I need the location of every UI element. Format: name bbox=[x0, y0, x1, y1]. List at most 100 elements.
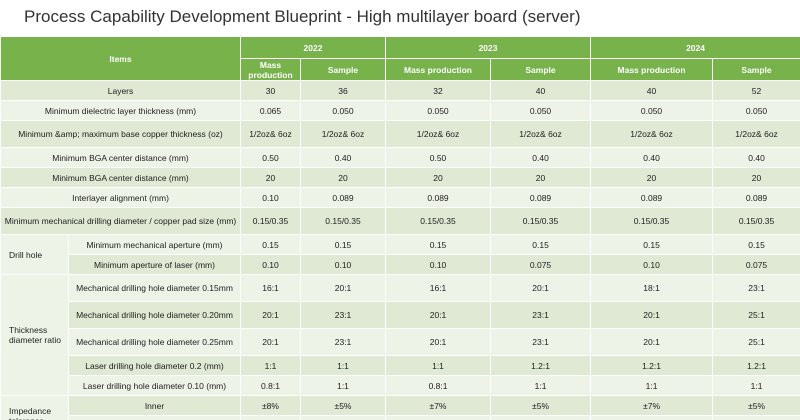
cell-value: 1/2oz& 6oz bbox=[490, 120, 592, 148]
cell-value: 20 bbox=[240, 167, 301, 188]
cell-value: 30 bbox=[240, 80, 301, 101]
table-row: Laser drilling hole diameter 0.2 (mm) 1:1… bbox=[1, 355, 800, 376]
cell-value: 0.15/0.35 bbox=[712, 207, 800, 235]
cell-value: 23:1 bbox=[490, 328, 592, 356]
cell-value: 0.089 bbox=[385, 187, 492, 208]
row-label: Minimum mechanical drilling diameter / c… bbox=[0, 207, 241, 235]
cell-value: ±8% bbox=[240, 395, 301, 416]
row-label: Layers bbox=[0, 80, 241, 101]
cell-value: 0.8:1 bbox=[385, 375, 492, 396]
cell-value: 0.089 bbox=[590, 187, 714, 208]
cell-value: 0.15 bbox=[490, 234, 592, 255]
row-label: Outer bbox=[68, 415, 241, 420]
table-row: Minimum dielectric layer thickness (mm) 0… bbox=[0, 100, 800, 121]
cell-value: 20 bbox=[299, 167, 387, 188]
cell-value: 40 bbox=[490, 80, 592, 101]
cell-value: ±5% bbox=[299, 395, 387, 416]
cell-value: 16:1 bbox=[240, 274, 301, 302]
cell-value: 0.10 bbox=[385, 254, 492, 275]
cell-value: 20:1 bbox=[240, 301, 301, 329]
cell-value: 0.50 bbox=[240, 147, 301, 168]
cell-value: 0.089 bbox=[490, 187, 592, 208]
cell-value: 0.050 bbox=[299, 100, 387, 121]
row-label: Minimum mechanical aperture (mm) bbox=[68, 234, 241, 255]
table-header: Items 2022 2023 2024 Mass production Sample M… bbox=[0, 36, 800, 81]
row-label: Minimum dielectric layer thickness (mm) bbox=[0, 100, 241, 121]
cell-value: 0.15/0.35 bbox=[590, 207, 714, 235]
cell-value: ±5% bbox=[490, 395, 592, 416]
cell-value: ±7% bbox=[712, 415, 800, 420]
cell-value: 20:1 bbox=[385, 328, 492, 356]
group-label: Impedance tolerance bbox=[0, 395, 69, 420]
group-label: Thickness diameter ratio bbox=[0, 274, 69, 396]
sub-header: Mass production bbox=[240, 58, 301, 81]
cell-value: 1/2oz& 6oz bbox=[712, 120, 800, 148]
cell-value: 1:1 bbox=[240, 355, 301, 376]
cell-value: 0.10 bbox=[299, 254, 387, 275]
cell-value: 0.050 bbox=[385, 100, 492, 121]
cell-value: 1:1 bbox=[385, 355, 492, 376]
cell-value: 25:1 bbox=[712, 301, 800, 329]
sub-header: Sample bbox=[299, 58, 387, 81]
row-label: Mechanical drilling hole diameter 0.15mm bbox=[68, 274, 241, 302]
cell-value: ±5% bbox=[712, 395, 800, 416]
cell-value: 1.2:1 bbox=[590, 355, 714, 376]
cell-value: 1:1 bbox=[299, 355, 387, 376]
cell-value: 0.089 bbox=[712, 187, 800, 208]
table-row: Minimum BGA center distance (mm) 20 20 20 20… bbox=[0, 167, 800, 188]
sub-header: Sample bbox=[712, 58, 800, 81]
cell-value: 1:1 bbox=[590, 375, 714, 396]
cell-value: 32 bbox=[385, 80, 492, 101]
table-row: Impedance toleranceInner±8%±5%±7%±5%±7%±… bbox=[0, 395, 800, 420]
items-header: Items bbox=[0, 36, 241, 81]
cell-value: 0.8:1 bbox=[240, 375, 301, 396]
cell-value: 20:1 bbox=[490, 274, 592, 302]
cell-value: 0.10 bbox=[240, 254, 301, 275]
table-row: Minimum BGA center distance (mm) 0.50 0.40… bbox=[0, 147, 800, 168]
cell-value: 23:1 bbox=[299, 328, 387, 356]
cell-value: 36 bbox=[299, 80, 387, 101]
year-header: 2024 bbox=[590, 36, 800, 59]
cell-value: 20:1 bbox=[590, 328, 714, 356]
cell-value: 1:1 bbox=[712, 375, 800, 396]
row-label: Laser drilling hole diameter 0.10 (mm) bbox=[68, 375, 241, 396]
cell-value: 0.15 bbox=[299, 234, 387, 255]
cell-value: 0.15/0.35 bbox=[299, 207, 387, 235]
row-label: Minimum aperture of laser (mm) bbox=[68, 254, 241, 275]
cell-value: 0.40 bbox=[712, 147, 800, 168]
table-row: Interlayer alignment (mm) 0.10 0.089 0.089 0… bbox=[0, 187, 800, 208]
year-header: 2023 bbox=[385, 36, 592, 59]
cell-value: 0.050 bbox=[712, 100, 800, 121]
row-label: Mechanical drilling hole diameter 0.20mm bbox=[68, 301, 241, 329]
cell-value: 1:1 bbox=[299, 375, 387, 396]
cell-value: 20:1 bbox=[590, 301, 714, 329]
cell-value: 1/2oz& 6oz bbox=[299, 120, 387, 148]
cell-value: 0.15 bbox=[385, 234, 492, 255]
cell-value: ±8% bbox=[490, 415, 592, 420]
cell-value: 40 bbox=[590, 80, 714, 101]
row-label: Minimum &amp; maximum base copper thickn… bbox=[0, 120, 241, 148]
cell-value: 20:1 bbox=[385, 301, 492, 329]
table-row: Thickness diameter ratio Mechanical drill… bbox=[0, 274, 800, 396]
cell-value: 23:1 bbox=[712, 274, 800, 302]
cell-value: 20 bbox=[385, 167, 492, 188]
table-row: Layers 30 36 32 40 40 52 bbox=[0, 80, 800, 101]
year-header: 2022 bbox=[239, 36, 387, 59]
table-row: Minimum mechanical drilling diameter / c… bbox=[0, 207, 800, 235]
capability-table: Items 2022 2023 2024 Mass production Sample M… bbox=[0, 36, 800, 420]
table-row: Mechanical drilling hole diameter 0.20mm… bbox=[1, 301, 800, 329]
row-label: Inner bbox=[68, 395, 241, 416]
cell-value: 0.089 bbox=[299, 187, 387, 208]
cell-value: 25:1 bbox=[712, 328, 800, 356]
cell-value: 0.10 bbox=[240, 187, 301, 208]
cell-value: 1/2oz& 6oz bbox=[240, 120, 301, 148]
row-label: Minimum BGA center distance (mm) bbox=[0, 167, 241, 188]
cell-value: 0.15 bbox=[240, 234, 301, 255]
cell-value: ±8% bbox=[385, 415, 492, 420]
cell-value: 0.15 bbox=[712, 234, 800, 255]
cell-value: 0.40 bbox=[590, 147, 714, 168]
cell-value: 0.075 bbox=[712, 254, 800, 275]
cell-value: 20 bbox=[712, 167, 800, 188]
row-label: Laser drilling hole diameter 0.2 (mm) bbox=[68, 355, 241, 376]
cell-value: 18:1 bbox=[590, 274, 714, 302]
